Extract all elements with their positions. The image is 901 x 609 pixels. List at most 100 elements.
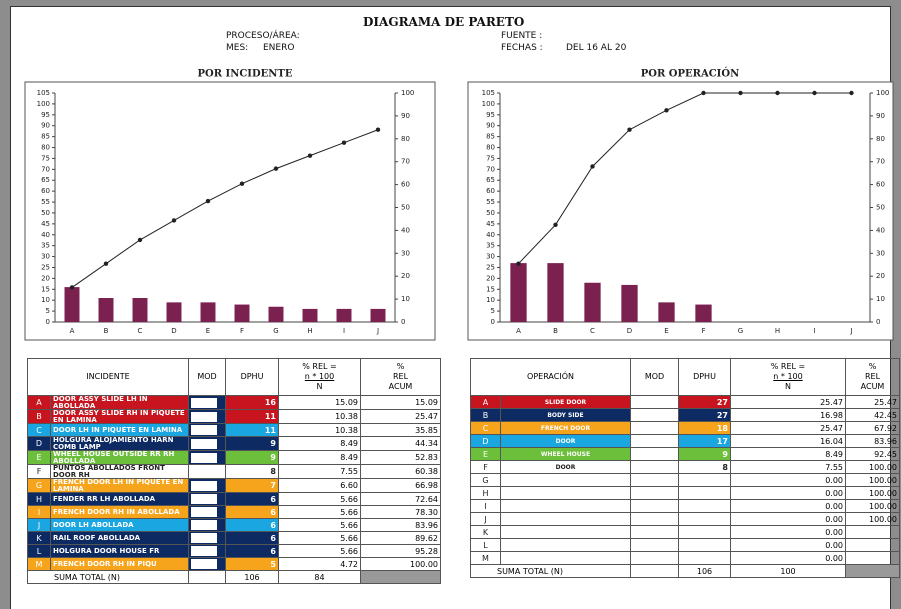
x-tick-label: I <box>813 327 815 335</box>
dphu-cell <box>678 525 731 539</box>
dates: DEL 16 AL 20 <box>566 43 627 53</box>
y-tick-label: 65 <box>486 176 495 184</box>
y2-tick-label: 40 <box>401 226 410 234</box>
rel-cell: 15.09 <box>278 395 361 410</box>
header-cell: DPHU <box>678 358 731 396</box>
y-tick-label: 0 <box>46 318 50 326</box>
dphu-cell: 9 <box>225 436 279 451</box>
letter-cell: A <box>470 395 501 409</box>
y2-tick-label: 70 <box>401 158 410 166</box>
x-tick-label: A <box>516 327 521 335</box>
total-mod <box>630 564 679 578</box>
name-cell: HOLGURA DOOR HOUSE FR <box>50 544 189 558</box>
x-tick-label: D <box>171 327 176 335</box>
y2-tick-label: 30 <box>401 249 410 257</box>
bar <box>200 302 216 322</box>
y-tick-label: 55 <box>486 198 495 206</box>
x-tick-label: A <box>70 327 75 335</box>
name-cell: FENDER RR LH ABOLLADA <box>50 492 189 506</box>
header-line: % REL = <box>302 362 337 371</box>
x-tick-label: G <box>738 327 743 335</box>
y2-tick-label: 60 <box>876 181 885 189</box>
dphu-cell <box>678 473 731 487</box>
letter-cell: I <box>470 499 501 513</box>
header-line: % <box>868 362 877 371</box>
y2-tick-label: 60 <box>401 181 410 189</box>
bar <box>268 306 284 322</box>
rel-cell: 5.66 <box>278 544 361 558</box>
mod-cell <box>630 408 679 422</box>
letter-cell: H <box>27 492 51 506</box>
total-row: SUMA TOTAL (N) 106 100 <box>470 564 900 578</box>
acum-cell: 60.38 <box>360 464 441 479</box>
line-point <box>205 198 211 204</box>
acum-cell: 15.09 <box>360 395 441 410</box>
acum-cell: 95.28 <box>360 544 441 558</box>
table-row: D DOOR 17 16.04 83.96 <box>470 434 900 448</box>
line-point <box>307 153 313 158</box>
y-tick-label: 0 <box>491 318 495 326</box>
letter-cell: A <box>27 395 51 410</box>
y-tick-label: 105 <box>37 89 50 97</box>
mod-cell <box>630 512 679 526</box>
line-point <box>103 261 109 266</box>
y-tick-label: 90 <box>486 122 495 130</box>
mod-redaction <box>191 480 217 491</box>
header-line: % <box>396 362 405 371</box>
name-cell: FRENCH DOOR <box>500 421 631 435</box>
y-tick-label: 15 <box>41 285 50 293</box>
mod-redaction <box>191 397 217 408</box>
rel-cell: 5.66 <box>278 505 361 519</box>
letter-cell: B <box>470 408 501 422</box>
name-cell: DOOR ASSY SLIDE LH IN ABOLLADA <box>50 395 189 410</box>
table-row: I FRENCH DOOR RH IN ABOLLADA 6 5.66 78.30 <box>27 505 441 519</box>
line-point <box>239 181 245 186</box>
chart-frame <box>467 81 894 341</box>
table-row: A DOOR ASSY SLIDE LH IN ABOLLADA 16 15.09 15… <box>27 395 441 410</box>
line-point <box>171 218 177 223</box>
line-point <box>701 90 706 96</box>
bar <box>621 284 638 322</box>
y2-tick-label: 90 <box>401 112 410 120</box>
line-point <box>590 164 595 169</box>
table-row: M FRENCH DOOR RH IN PIQU 5 4.72 100.00 <box>27 557 441 571</box>
acum-cell: 67.92 <box>845 421 900 435</box>
acum-cell: 35.85 <box>360 423 441 437</box>
letter-cell: J <box>470 512 501 526</box>
acum-cell: 83.96 <box>845 434 900 448</box>
dphu-cell: 6 <box>225 492 279 506</box>
letter-cell: G <box>27 478 51 493</box>
mod-redaction <box>191 425 217 435</box>
mod-cell <box>188 531 226 545</box>
mod-redaction <box>191 438 217 449</box>
acum-cell: 100.00 <box>360 557 441 571</box>
line-point <box>137 237 143 243</box>
x-tick-label: B <box>553 327 558 335</box>
total-mod <box>188 570 226 584</box>
bar <box>547 263 564 322</box>
name-cell <box>500 499 631 513</box>
letter-cell: D <box>27 436 51 451</box>
acum-cell: 72.64 <box>360 492 441 506</box>
month-label: MES: <box>226 43 249 53</box>
cumulative-line <box>71 129 379 288</box>
mod-redaction <box>191 507 217 517</box>
mod-cell <box>188 450 226 465</box>
bar <box>302 308 318 322</box>
table-row: H FENDER RR LH ABOLLADA 6 5.66 72.64 <box>27 492 441 506</box>
mod-cell <box>630 395 679 409</box>
acum-cell: 100.00 <box>845 460 900 474</box>
dates-label: FECHAS : <box>501 43 543 53</box>
mod-redaction <box>191 411 217 422</box>
y-tick-label: 55 <box>41 198 50 206</box>
table-row: E WHEEL HOUSE OUTSIDE RR RH ABOLLADA 9 8.49… <box>27 450 441 465</box>
y-tick-label: 100 <box>482 100 495 108</box>
mod-cell <box>630 538 679 552</box>
y-tick-label: 60 <box>41 187 50 195</box>
bar <box>336 308 352 322</box>
mod-cell <box>630 447 679 461</box>
name-cell <box>500 551 631 565</box>
table-row: L HOLGURA DOOR HOUSE FR 6 5.66 95.28 <box>27 544 441 558</box>
acum-cell: 52.83 <box>360 450 441 465</box>
